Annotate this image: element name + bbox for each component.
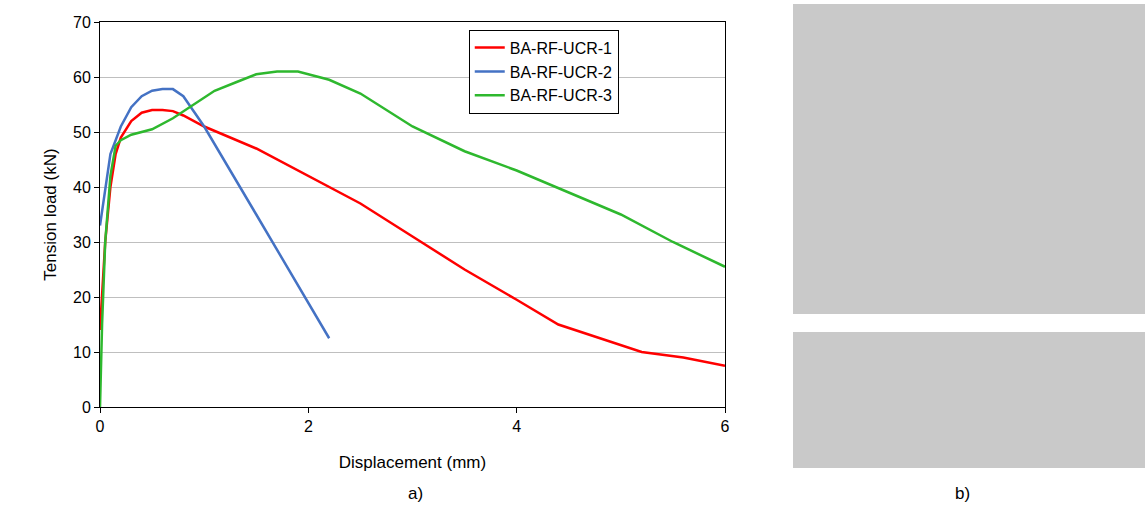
html-text:b): b)	[955, 484, 971, 503]
svg-text:0: 0	[96, 418, 105, 435]
svg-text:30: 30	[73, 234, 91, 251]
svg-text:6: 6	[721, 418, 730, 435]
svg-text:Tension load (kN): Tension load (kN)	[41, 148, 60, 280]
svg-text:70: 70	[73, 14, 91, 31]
svg-text:60: 60	[73, 69, 91, 86]
svg-text:10: 10	[73, 344, 91, 361]
svg-text:0: 0	[82, 399, 91, 416]
svg-text:Displacement (mm): Displacement (mm)	[339, 453, 486, 472]
svg-text:BA-RF-UCR-1: BA-RF-UCR-1	[510, 40, 612, 57]
svg-text:4: 4	[512, 418, 521, 435]
svg-text:40: 40	[73, 179, 91, 196]
svg-text:20: 20	[73, 289, 91, 306]
svg-text:BA-RF-UCR-2: BA-RF-UCR-2	[510, 64, 612, 81]
html-text:a): a)	[408, 484, 424, 503]
svg-text:2: 2	[304, 418, 313, 435]
svg-text:50: 50	[73, 124, 91, 141]
svg-text:BA-RF-UCR-3: BA-RF-UCR-3	[510, 87, 612, 104]
